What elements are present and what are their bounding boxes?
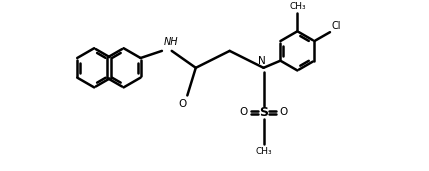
Text: NH: NH — [164, 37, 178, 47]
Text: CH₃: CH₃ — [255, 147, 272, 156]
Text: S: S — [259, 106, 268, 119]
Text: O: O — [279, 107, 287, 117]
Text: CH₃: CH₃ — [289, 2, 306, 11]
Text: O: O — [240, 107, 248, 117]
Text: O: O — [179, 99, 187, 109]
Text: N: N — [258, 56, 266, 66]
Text: Cl: Cl — [332, 21, 341, 31]
